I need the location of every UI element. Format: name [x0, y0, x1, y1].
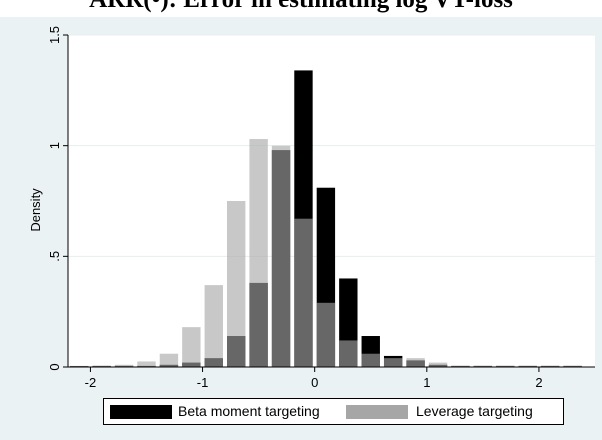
legend-label-beta: Beta moment targeting [178, 403, 320, 419]
x-tick-label: -1 [197, 375, 209, 390]
x-axis-ticks: -2 -1 0 1 2 [85, 367, 543, 390]
bar-leverage [92, 365, 111, 367]
x-tick-label: -2 [85, 375, 97, 390]
y-tick-label: .5 [47, 251, 62, 262]
y-axis-ticks: 0 .5 1 1.5 [47, 26, 68, 371]
bar-leverage [204, 285, 223, 367]
bar-leverage [406, 358, 425, 367]
bar-leverage [451, 365, 470, 367]
bar-leverage [159, 353, 179, 367]
bar-leverage [271, 145, 291, 367]
legend-swatch-beta [110, 405, 172, 419]
y-tick-label: 1.5 [47, 26, 62, 44]
bar-leverage [294, 218, 313, 367]
x-tick-label: 0 [311, 375, 318, 390]
legend: Beta moment targeting Leverage targeting [103, 398, 564, 425]
legend-swatch-leverage [346, 405, 408, 419]
bar-leverage [518, 365, 537, 367]
y-tick-label: 1 [47, 142, 62, 149]
bar-leverage [137, 361, 156, 367]
bar-leverage [316, 302, 336, 367]
bars [70, 70, 582, 367]
bar-leverage [361, 353, 380, 367]
bar-leverage [70, 365, 89, 367]
legend-label-leverage: Leverage targeting [416, 403, 533, 419]
bar-leverage [473, 365, 493, 367]
bar-leverage [182, 327, 201, 367]
y-axis-label: Density [28, 188, 43, 232]
bar-leverage [540, 365, 560, 367]
x-tick-label: 2 [535, 375, 542, 390]
bar-leverage [226, 201, 246, 367]
bar-leverage [339, 340, 358, 367]
y-tick-label: 0 [47, 363, 62, 370]
bar-leverage [114, 364, 134, 367]
bar-leverage [428, 362, 448, 367]
bar-leverage [496, 365, 515, 367]
bar-leverage [383, 358, 403, 367]
bar-leverage [249, 139, 268, 367]
x-tick-label: 1 [423, 375, 430, 390]
bar-leverage [563, 365, 582, 367]
chart-title: ARR(•): Error in estimating log VT-loss [0, 0, 602, 14]
